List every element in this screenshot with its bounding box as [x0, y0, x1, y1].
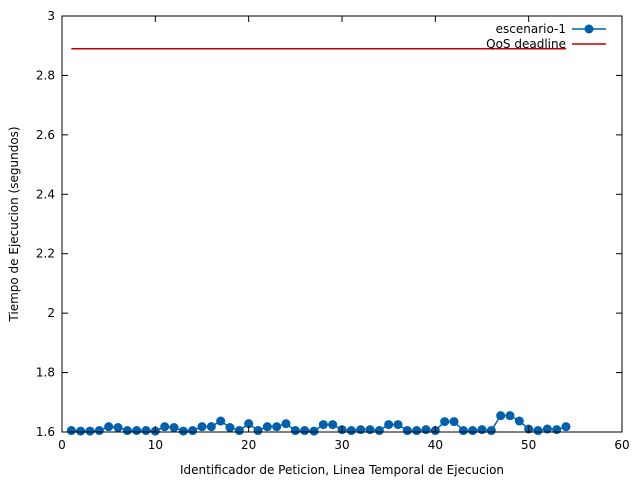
series-point-0-41 — [449, 417, 459, 427]
y-tick-label-6: 2.8 — [36, 68, 55, 82]
series-point-0-36 — [402, 426, 412, 436]
series-point-0-33 — [374, 426, 384, 436]
y-tick-label-4: 2.4 — [36, 187, 55, 201]
legend-label-1: QoS deadline — [486, 37, 566, 51]
series-point-0-21 — [262, 422, 272, 432]
series-point-0-14 — [197, 422, 207, 432]
series-point-0-51 — [542, 424, 552, 434]
legend-label-0: escenario-1 — [496, 22, 566, 36]
series-point-0-35 — [393, 420, 403, 430]
series-point-0-23 — [281, 419, 291, 429]
series-point-0-24 — [290, 426, 300, 436]
series-point-0-0 — [66, 426, 76, 436]
series-point-0-45 — [486, 426, 496, 436]
series-point-0-38 — [421, 425, 431, 435]
y-axis-title: Tiempo de Ejecucion (segundos) — [7, 126, 21, 322]
series-point-0-25 — [300, 426, 310, 436]
series-point-0-19 — [244, 419, 254, 429]
series-point-0-10 — [160, 422, 170, 432]
series-point-0-43 — [468, 426, 478, 436]
series-point-0-4 — [104, 422, 114, 432]
series-point-0-18 — [234, 426, 244, 436]
x-tick-label-0: 0 — [58, 438, 66, 452]
series-point-0-53 — [561, 422, 571, 432]
y-tick-label-2: 2 — [47, 306, 55, 320]
series-point-0-17 — [225, 423, 235, 433]
x-tick-label-1: 10 — [148, 438, 163, 452]
x-tick-label-4: 40 — [428, 438, 443, 452]
series-point-0-2 — [85, 426, 95, 436]
y-tick-label-5: 2.6 — [36, 128, 55, 142]
x-axis-title: Identificador de Peticion, Linea Tempora… — [180, 463, 504, 477]
legend-marker-0 — [584, 24, 594, 34]
y-tick-label-7: 3 — [47, 9, 55, 23]
series-point-0-31 — [356, 425, 366, 435]
x-tick-label-3: 30 — [334, 438, 349, 452]
series-point-0-15 — [206, 422, 216, 432]
series-point-0-6 — [122, 426, 132, 436]
series-point-0-28 — [328, 420, 338, 430]
series-point-0-13 — [188, 426, 198, 436]
series-point-0-32 — [365, 425, 375, 435]
y-tick-label-1: 1.8 — [36, 366, 55, 380]
x-tick-label-6: 60 — [614, 438, 629, 452]
x-tick-label-5: 50 — [521, 438, 536, 452]
series-point-0-52 — [552, 425, 562, 435]
y-tick-label-0: 1.6 — [36, 425, 55, 439]
series-point-0-3 — [94, 426, 104, 436]
series-point-0-8 — [141, 426, 151, 436]
series-point-0-40 — [440, 417, 450, 427]
series-point-0-30 — [346, 426, 356, 436]
plot-layer — [66, 47, 571, 436]
series-point-0-37 — [412, 426, 422, 436]
series-point-0-27 — [318, 420, 328, 430]
series-point-0-46 — [496, 411, 506, 421]
axis-layer: 0 10 20 30 40 50 60 1.6 1.8 2 2.2 2.4 2.6 2.8 3 — [36, 9, 630, 452]
y-tick-label-3: 2.2 — [36, 247, 55, 261]
series-point-0-50 — [533, 426, 543, 436]
series-point-0-34 — [384, 420, 394, 430]
series-point-0-47 — [505, 411, 515, 421]
series-point-0-48 — [514, 416, 524, 426]
series-point-0-12 — [178, 426, 188, 436]
series-point-0-26 — [309, 426, 319, 436]
series-point-0-22 — [272, 422, 282, 432]
series-point-0-20 — [253, 426, 263, 436]
series-point-0-16 — [216, 416, 226, 426]
x-tick-label-2: 20 — [241, 438, 256, 452]
series-point-0-44 — [477, 425, 487, 435]
series-point-0-5 — [113, 423, 123, 433]
series-point-0-7 — [132, 426, 142, 436]
series-point-0-42 — [458, 426, 468, 436]
series-point-0-1 — [76, 426, 86, 436]
series-point-0-11 — [169, 423, 179, 433]
